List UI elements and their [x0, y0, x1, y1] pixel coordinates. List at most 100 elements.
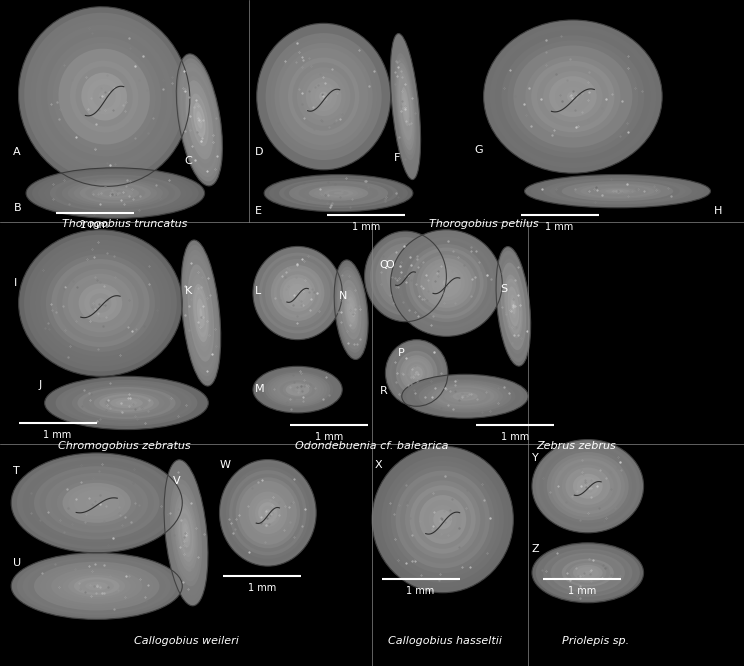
Ellipse shape: [81, 73, 127, 121]
Ellipse shape: [461, 395, 469, 398]
Text: B: B: [13, 203, 21, 213]
Ellipse shape: [74, 490, 120, 516]
Ellipse shape: [232, 474, 304, 552]
Ellipse shape: [414, 490, 471, 549]
Ellipse shape: [262, 371, 333, 408]
Ellipse shape: [189, 89, 210, 151]
Ellipse shape: [196, 111, 202, 129]
Ellipse shape: [68, 486, 125, 519]
Ellipse shape: [198, 115, 201, 125]
Ellipse shape: [539, 547, 636, 599]
Ellipse shape: [277, 271, 318, 315]
Ellipse shape: [507, 282, 520, 330]
Ellipse shape: [432, 384, 498, 408]
Ellipse shape: [242, 484, 294, 541]
Ellipse shape: [381, 249, 430, 304]
Ellipse shape: [68, 575, 125, 597]
Ellipse shape: [56, 380, 197, 426]
Ellipse shape: [400, 476, 485, 563]
Ellipse shape: [389, 258, 422, 294]
Ellipse shape: [299, 183, 378, 203]
Text: 1 mm: 1 mm: [568, 586, 596, 596]
Ellipse shape: [419, 380, 511, 412]
Ellipse shape: [586, 186, 649, 196]
Ellipse shape: [537, 66, 609, 127]
Ellipse shape: [19, 230, 182, 376]
Ellipse shape: [99, 394, 154, 412]
Ellipse shape: [397, 267, 414, 286]
Ellipse shape: [50, 174, 181, 212]
Ellipse shape: [11, 453, 182, 553]
Ellipse shape: [295, 290, 301, 296]
Ellipse shape: [504, 274, 522, 338]
Ellipse shape: [397, 68, 414, 145]
Ellipse shape: [171, 484, 201, 581]
Ellipse shape: [294, 182, 383, 204]
Ellipse shape: [530, 176, 705, 206]
Ellipse shape: [19, 7, 190, 186]
Text: M: M: [255, 384, 265, 394]
Ellipse shape: [28, 559, 165, 613]
Ellipse shape: [497, 250, 530, 362]
Ellipse shape: [266, 33, 382, 160]
Ellipse shape: [382, 456, 504, 583]
Ellipse shape: [399, 73, 412, 141]
Ellipse shape: [51, 476, 142, 529]
Ellipse shape: [568, 182, 667, 200]
Ellipse shape: [283, 382, 312, 398]
Ellipse shape: [44, 173, 187, 213]
Ellipse shape: [39, 564, 154, 608]
Ellipse shape: [110, 398, 143, 408]
Text: Thorogobius truncatus: Thorogobius truncatus: [62, 219, 187, 229]
Ellipse shape: [86, 496, 108, 509]
Ellipse shape: [580, 184, 655, 198]
Ellipse shape: [72, 385, 181, 421]
Ellipse shape: [98, 91, 110, 103]
Ellipse shape: [219, 460, 316, 566]
Ellipse shape: [36, 25, 173, 168]
Ellipse shape: [283, 278, 312, 308]
Text: 1 mm: 1 mm: [248, 583, 276, 593]
Ellipse shape: [507, 41, 638, 153]
Ellipse shape: [318, 188, 359, 198]
Ellipse shape: [584, 483, 591, 490]
Ellipse shape: [288, 57, 359, 136]
Ellipse shape: [324, 189, 353, 197]
Ellipse shape: [22, 460, 171, 546]
Ellipse shape: [283, 53, 364, 141]
Ellipse shape: [89, 293, 112, 313]
Ellipse shape: [341, 280, 362, 340]
Ellipse shape: [38, 171, 193, 215]
Ellipse shape: [555, 81, 591, 112]
Ellipse shape: [574, 183, 661, 199]
Ellipse shape: [605, 189, 630, 193]
Ellipse shape: [329, 190, 348, 196]
Ellipse shape: [274, 177, 403, 209]
Ellipse shape: [429, 505, 457, 534]
Ellipse shape: [121, 401, 132, 405]
Ellipse shape: [513, 45, 632, 148]
Ellipse shape: [199, 308, 202, 318]
Ellipse shape: [248, 492, 287, 534]
Ellipse shape: [391, 230, 502, 336]
Ellipse shape: [265, 372, 330, 407]
Text: 1 mm: 1 mm: [352, 222, 380, 232]
Ellipse shape: [265, 509, 271, 516]
Ellipse shape: [56, 176, 175, 210]
Ellipse shape: [195, 107, 204, 133]
Ellipse shape: [192, 98, 207, 142]
Ellipse shape: [258, 502, 278, 523]
Text: Thorogobius petilus: Thorogobius petilus: [429, 219, 539, 229]
Ellipse shape: [184, 76, 215, 164]
Ellipse shape: [274, 377, 321, 402]
Text: O: O: [385, 260, 394, 270]
Ellipse shape: [439, 276, 454, 290]
Ellipse shape: [97, 188, 133, 198]
Ellipse shape: [599, 188, 636, 194]
Ellipse shape: [34, 466, 159, 539]
Text: Q: Q: [379, 260, 388, 270]
Ellipse shape: [562, 559, 614, 587]
Ellipse shape: [310, 82, 337, 111]
Ellipse shape: [440, 388, 490, 405]
Ellipse shape: [315, 87, 333, 107]
